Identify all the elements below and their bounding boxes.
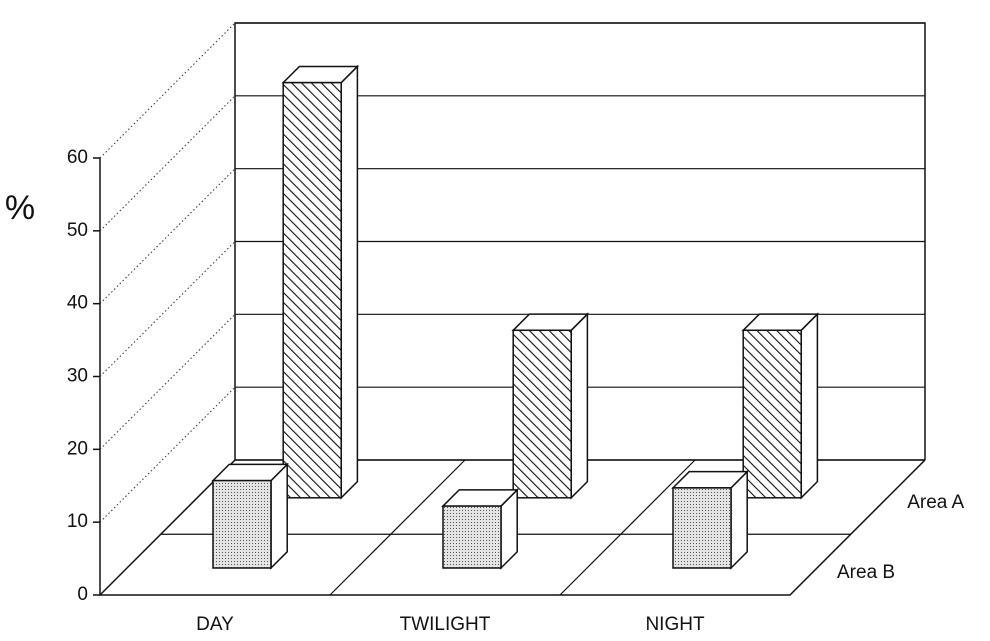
x-tick-label: TWILIGHT <box>400 614 491 635</box>
legend-label: Area A <box>907 492 964 513</box>
grid-line <box>99 168 236 305</box>
bar <box>282 81 342 499</box>
bar-side <box>340 64 359 500</box>
legend-label: Area B <box>837 562 895 583</box>
x-tick-label: DAY <box>196 614 234 635</box>
bar <box>212 479 272 569</box>
y-tick-label: 0 <box>77 584 88 605</box>
grid-line <box>99 241 236 377</box>
y-tick-label: 10 <box>67 511 88 532</box>
bar <box>742 329 802 499</box>
grid-line <box>99 95 236 232</box>
bar-side <box>570 312 589 500</box>
floor-category-divider <box>329 459 466 596</box>
y-tick-label: 30 <box>67 366 88 387</box>
y-tick-label: 60 <box>67 147 88 168</box>
floor-category-divider <box>559 459 696 596</box>
y-axis-label: % <box>5 189 35 227</box>
grid-line <box>99 22 236 159</box>
y-tick-label: 50 <box>67 220 88 241</box>
bar <box>672 487 732 569</box>
y-tick-label: 40 <box>67 293 88 314</box>
bar <box>442 505 502 569</box>
bar <box>512 329 572 499</box>
bar-side <box>800 312 819 500</box>
y-tick-label: 20 <box>67 438 88 459</box>
x-tick-label: NIGHT <box>645 614 705 635</box>
bar-side <box>270 462 288 570</box>
grid-line <box>99 313 236 450</box>
